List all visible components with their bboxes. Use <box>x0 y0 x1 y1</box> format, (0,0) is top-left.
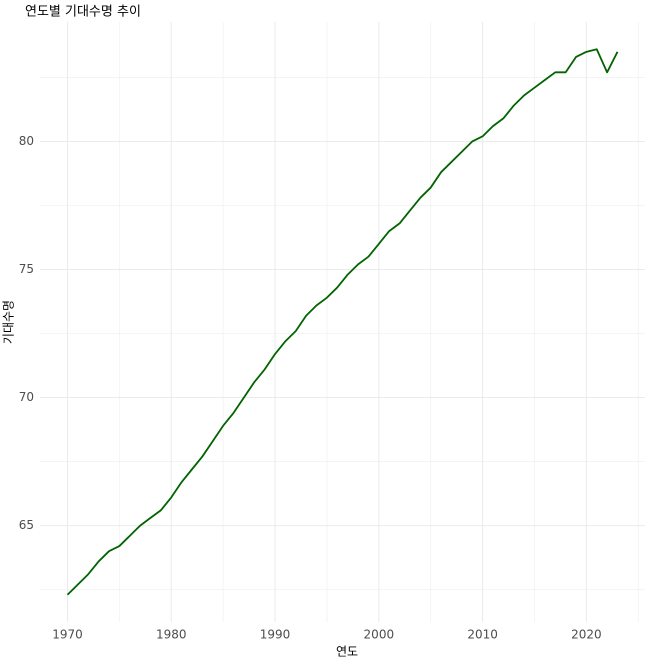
y-tick-label: 75 <box>19 262 34 276</box>
y-tick-label: 80 <box>19 134 34 148</box>
chart-title: 연도별 기대수명 추이 <box>25 5 141 20</box>
x-tick-label: 1990 <box>260 628 291 642</box>
x-tick-label: 1970 <box>52 628 83 642</box>
x-tick-label: 1980 <box>156 628 187 642</box>
x-tick-label: 2000 <box>364 628 395 642</box>
x-tick-label: 2010 <box>467 628 498 642</box>
x-axis-title: 연도 <box>336 645 358 659</box>
y-axis-title: 기대수명 <box>2 300 16 344</box>
grid <box>40 22 645 622</box>
y-tick-label: 70 <box>19 390 34 404</box>
plot-area <box>66 48 619 596</box>
line <box>66 48 619 596</box>
x-tick-label: 2020 <box>571 628 602 642</box>
y-tick-label: 65 <box>19 518 34 532</box>
